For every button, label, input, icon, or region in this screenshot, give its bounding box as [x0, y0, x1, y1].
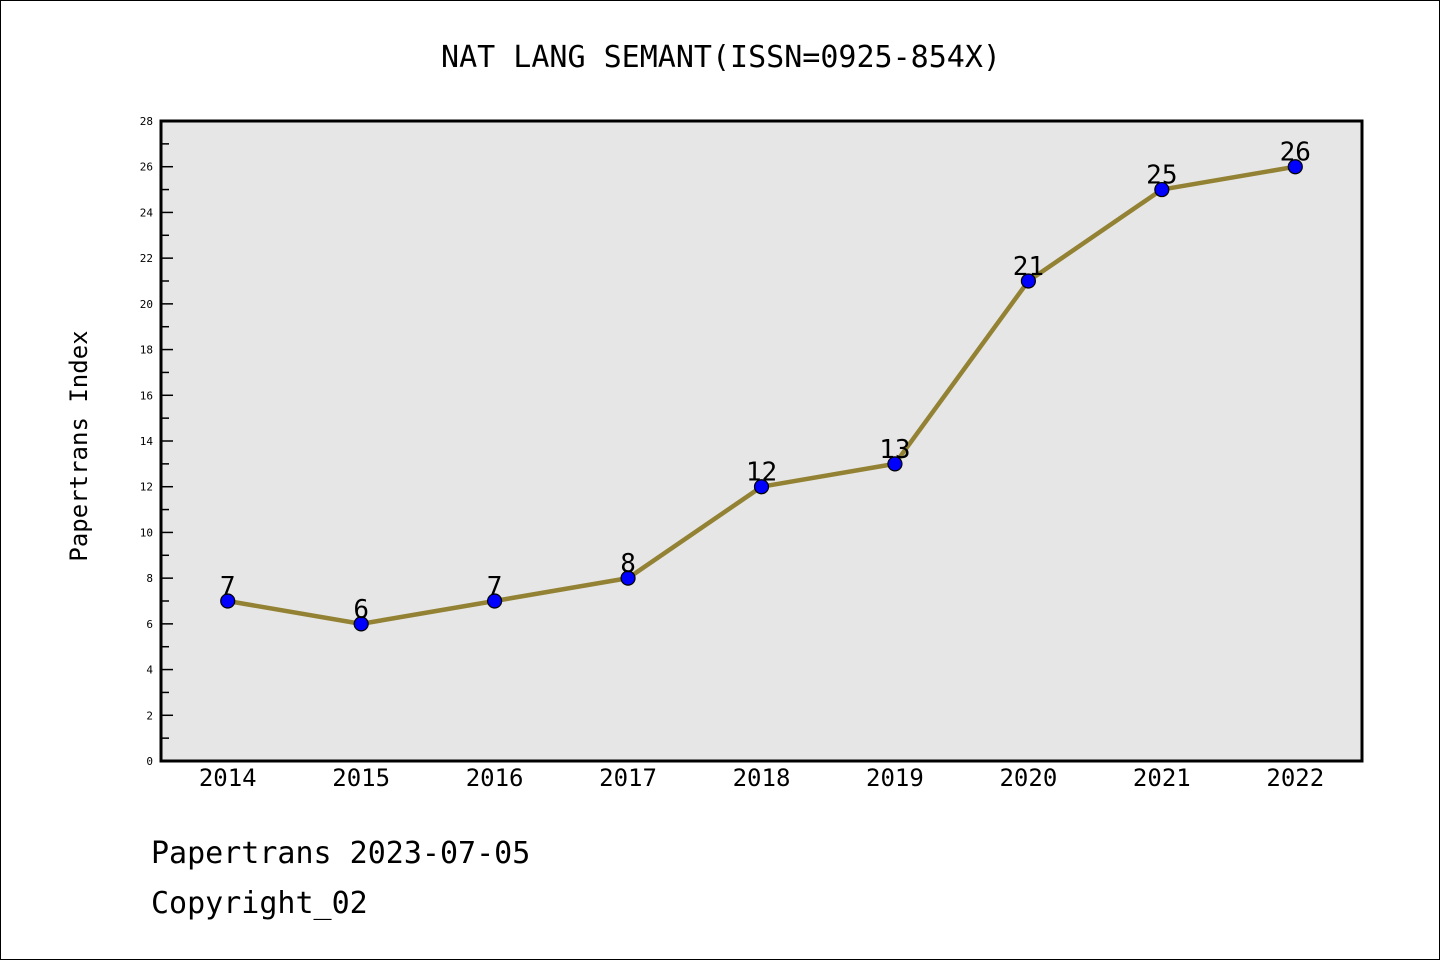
y-tick-label: 10	[140, 526, 153, 539]
data-point	[620, 570, 636, 586]
data-label: 26	[1280, 138, 1311, 168]
y-tick-label: 12	[140, 481, 153, 494]
data-point	[1287, 159, 1303, 175]
data-label: 8	[620, 549, 636, 579]
data-point	[887, 456, 903, 472]
data-point	[1020, 273, 1036, 289]
x-tick-label: 2018	[733, 764, 791, 792]
x-tick-label: 2015	[332, 764, 390, 792]
x-tick-label: 2019	[866, 764, 924, 792]
y-tick-label: 2	[146, 709, 153, 722]
footer-date: Papertrans 2023-07-05	[151, 836, 531, 871]
x-tick-label: 2022	[1266, 764, 1324, 792]
y-tick-label: 20	[140, 298, 153, 311]
y-tick-label: 22	[140, 252, 153, 265]
x-tick-label: 2017	[599, 764, 657, 792]
x-tick-label: 2014	[199, 764, 257, 792]
footer-copyright: Copyright_02	[151, 886, 368, 921]
chart-title: NAT LANG SEMANT(ISSN=0925-854X)	[441, 40, 1001, 75]
data-point	[753, 479, 770, 495]
data-label: 7	[487, 572, 503, 602]
data-label: 25	[1146, 161, 1177, 191]
data-label: 13	[879, 435, 910, 465]
data-label: 7	[220, 572, 236, 602]
data-point	[1154, 181, 1170, 198]
y-tick-label: 0	[146, 755, 153, 768]
y-tick-label: 14	[140, 435, 154, 448]
y-tick-label: 26	[140, 161, 153, 174]
x-tick-label: 2021	[1133, 764, 1191, 792]
data-label: 6	[353, 595, 369, 625]
x-tick-label: 2016	[466, 764, 524, 792]
x-tick-label: 2020	[999, 764, 1057, 792]
data-point	[353, 616, 369, 632]
data-point	[220, 593, 236, 609]
y-tick-label: 16	[140, 389, 153, 402]
y-tick-label: 28	[140, 115, 153, 128]
data-point	[487, 593, 503, 609]
y-axis-label: Papertrans Index	[65, 330, 93, 561]
data-label: 21	[1013, 252, 1044, 282]
data-label: 12	[746, 458, 777, 488]
y-tick-label: 8	[146, 572, 153, 585]
y-tick-label: 24	[140, 206, 154, 219]
y-tick-label: 4	[146, 664, 153, 677]
y-tick-label: 18	[140, 344, 153, 357]
plot-area	[159, 119, 1364, 763]
y-tick-label: 6	[146, 618, 153, 631]
